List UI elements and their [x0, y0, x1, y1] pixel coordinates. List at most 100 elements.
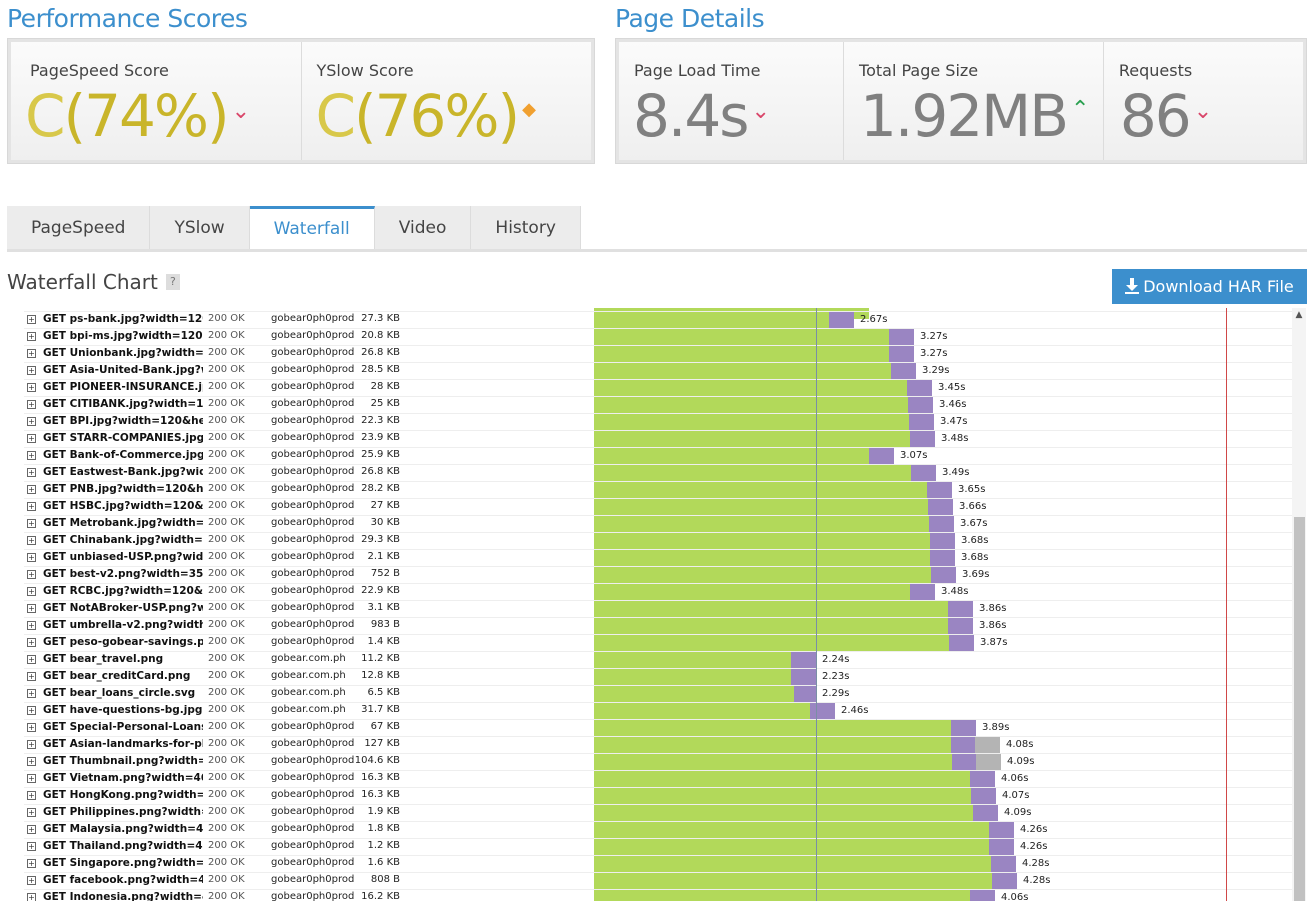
- expand-icon[interactable]: +: [27, 536, 36, 545]
- table-row[interactable]: + GET bear_loans_circle.svg 200 OK gobear.c…: [24, 685, 1292, 702]
- table-row[interactable]: + GET have-questions-bg.jpg 200 OK gobear.c…: [24, 702, 1292, 719]
- request-domain: gobear0ph0prod: [271, 789, 355, 800]
- expand-icon[interactable]: +: [27, 842, 36, 851]
- expand-icon[interactable]: +: [27, 349, 36, 358]
- expand-icon[interactable]: +: [27, 485, 36, 494]
- expand-icon[interactable]: +: [27, 570, 36, 579]
- table-row[interactable]: + GET NotABroker-USP.png?w 200 OK gobear0ph…: [24, 600, 1292, 617]
- expand-icon[interactable]: +: [27, 621, 36, 630]
- tab-video[interactable]: Video: [374, 206, 472, 250]
- table-row[interactable]: + GET PNB.jpg?width=120&he 200 OK gobear0ph…: [24, 481, 1292, 498]
- request-domain: gobear0ph0prod: [271, 721, 355, 732]
- expand-icon[interactable]: +: [27, 638, 36, 647]
- expand-icon[interactable]: +: [27, 315, 36, 324]
- table-row[interactable]: + GET STARR-COMPANIES.jpg 200 OK gobear0ph0…: [24, 430, 1292, 447]
- table-row[interactable]: + GET HongKong.png?width=4 200 OK gobear0ph…: [24, 787, 1292, 804]
- expand-icon[interactable]: +: [27, 740, 36, 749]
- table-row[interactable]: + GET HSBC.jpg?width=120&h 200 OK gobear0ph…: [24, 498, 1292, 515]
- request-time: 4.28s: [1023, 875, 1051, 886]
- status-code: 200 OK: [208, 857, 245, 868]
- yslow-score-label: YSlow Score: [316, 61, 414, 80]
- expand-icon[interactable]: +: [27, 791, 36, 800]
- table-row[interactable]: + GET Special-Personal-Loans 200 OK gobear0…: [24, 719, 1292, 736]
- receive-bar: [951, 720, 976, 736]
- download-har-button[interactable]: Download HAR File: [1112, 269, 1307, 304]
- table-row[interactable]: + GET Metrobank.jpg?width=1 200 OK gobear0p…: [24, 515, 1292, 532]
- table-row[interactable]: + GET Thailand.png?width=46 200 OK gobear0p…: [24, 838, 1292, 855]
- request-domain: gobear0ph0prod: [271, 517, 355, 528]
- table-row[interactable]: + GET facebook.png?width=40 200 OK gobear0p…: [24, 872, 1292, 889]
- table-row[interactable]: + GET Thumbnail.png?width=2 200 OK gobear0p…: [24, 753, 1292, 770]
- table-row[interactable]: + GET umbrella-v2.png?width= 200 OK gobear0…: [24, 617, 1292, 634]
- expand-icon[interactable]: +: [27, 604, 36, 613]
- response-size: 752 B: [370, 568, 400, 579]
- status-code: 200 OK: [208, 517, 245, 528]
- expand-icon[interactable]: +: [27, 553, 36, 562]
- page-load-time-value: 8.4s ⌄: [633, 82, 770, 150]
- total-page-size-card: Total Page Size 1.92MB ⌃: [844, 42, 1104, 160]
- expand-icon[interactable]: +: [27, 672, 36, 681]
- request-url: GET Bank-of-Commerce.jpg: [43, 449, 203, 461]
- expand-icon[interactable]: +: [27, 757, 36, 766]
- request-time: 4.08s: [1006, 739, 1034, 750]
- table-row[interactable]: + GET bear_travel.png 200 OK gobear.com.ph 1…: [24, 651, 1292, 668]
- table-row[interactable]: + GET Asian-landmarks-for-ph 200 OK gobear0…: [24, 736, 1292, 753]
- expand-icon[interactable]: +: [27, 689, 36, 698]
- table-row[interactable]: + GET Philippines.png?width= 200 OK gobear0…: [24, 804, 1292, 821]
- expand-icon[interactable]: +: [27, 383, 36, 392]
- expand-icon[interactable]: +: [27, 723, 36, 732]
- table-row[interactable]: + GET BPI.jpg?width=120&he 200 OK gobear0ph…: [24, 413, 1292, 430]
- table-row[interactable]: + GET Unionbank.jpg?width=1 200 OK gobear0p…: [24, 345, 1292, 362]
- response-size: 30 KB: [370, 517, 400, 528]
- scroll-up-icon[interactable]: ▲: [1295, 310, 1303, 320]
- request-time: 3.47s: [940, 416, 968, 427]
- expand-icon[interactable]: +: [27, 468, 36, 477]
- status-code: 200 OK: [208, 721, 245, 732]
- expand-icon[interactable]: +: [27, 400, 36, 409]
- table-row[interactable]: + GET ps-bank.jpg?width=120 200 OK gobear0p…: [24, 311, 1292, 328]
- expand-icon[interactable]: +: [27, 706, 36, 715]
- scrollbar-thumb[interactable]: [1294, 517, 1305, 901]
- table-row[interactable]: + GET unbiased-USP.png?widt 200 OK gobear0p…: [24, 549, 1292, 566]
- table-row[interactable]: + GET bpi-ms.jpg?width=1208 200 OK gobear0p…: [24, 328, 1292, 345]
- tab-waterfall[interactable]: Waterfall: [249, 206, 375, 250]
- request-time: 4.26s: [1020, 841, 1048, 852]
- expand-icon[interactable]: +: [27, 808, 36, 817]
- expand-icon[interactable]: +: [27, 332, 36, 341]
- expand-icon[interactable]: +: [27, 893, 36, 901]
- expand-icon[interactable]: +: [27, 859, 36, 868]
- expand-icon[interactable]: +: [27, 366, 36, 375]
- tab-pagespeed[interactable]: PageSpeed: [7, 206, 151, 250]
- table-row[interactable]: + GET Singapore.png?width=4 200 OK gobear0p…: [24, 855, 1292, 872]
- help-icon[interactable]: ?: [165, 273, 180, 290]
- expand-icon[interactable]: +: [27, 825, 36, 834]
- table-row[interactable]: + GET Asia-United-Bank.jpg?w 200 OK gobear0…: [24, 362, 1292, 379]
- table-row[interactable]: + GET Chinabank.jpg?width=1 200 OK gobear0p…: [24, 532, 1292, 549]
- request-url: GET have-questions-bg.jpg: [43, 704, 203, 716]
- table-row[interactable]: + GET Indonesia.png?width=4 200 OK gobear0p…: [24, 889, 1292, 901]
- expand-icon[interactable]: +: [27, 876, 36, 885]
- expand-icon[interactable]: +: [27, 519, 36, 528]
- expand-icon[interactable]: +: [27, 417, 36, 426]
- tab-history[interactable]: History: [471, 206, 581, 250]
- table-row[interactable]: + GET PIONEER-INSURANCE.jp 200 OK gobear0ph…: [24, 379, 1292, 396]
- expand-icon[interactable]: +: [27, 502, 36, 511]
- expand-icon[interactable]: +: [27, 587, 36, 596]
- table-row[interactable]: + GET CITIBANK.jpg?width=1: 200 OK gobear0p…: [24, 396, 1292, 413]
- expand-icon[interactable]: +: [27, 434, 36, 443]
- table-row[interactable]: + GET peso-gobear-savings.pr 200 OK gobear0…: [24, 634, 1292, 651]
- tab-yslow[interactable]: YSlow: [150, 206, 250, 250]
- table-row[interactable]: + GET bear_creditCard.png 200 OK gobear.com…: [24, 668, 1292, 685]
- status-code: 200 OK: [208, 789, 245, 800]
- expand-icon[interactable]: +: [27, 655, 36, 664]
- table-row[interactable]: + GET RCBC.jpg?width=120&h 200 OK gobear0ph…: [24, 583, 1292, 600]
- table-row[interactable]: + GET best-v2.png?width=358 200 OK gobear0p…: [24, 566, 1292, 583]
- expand-icon[interactable]: +: [27, 451, 36, 460]
- status-code: 200 OK: [208, 823, 245, 834]
- table-row[interactable]: + GET Eastwest-Bank.jpg?wid 200 OK gobear0p…: [24, 464, 1292, 481]
- table-row[interactable]: + GET Bank-of-Commerce.jpg 200 OK gobear0ph…: [24, 447, 1292, 464]
- request-domain: gobear0ph0prod: [271, 874, 355, 885]
- table-row[interactable]: + GET Vietnam.png?width=468 200 OK gobear0p…: [24, 770, 1292, 787]
- expand-icon[interactable]: +: [27, 774, 36, 783]
- table-row[interactable]: + GET Malaysia.png?width=46 200 OK gobear0p…: [24, 821, 1292, 838]
